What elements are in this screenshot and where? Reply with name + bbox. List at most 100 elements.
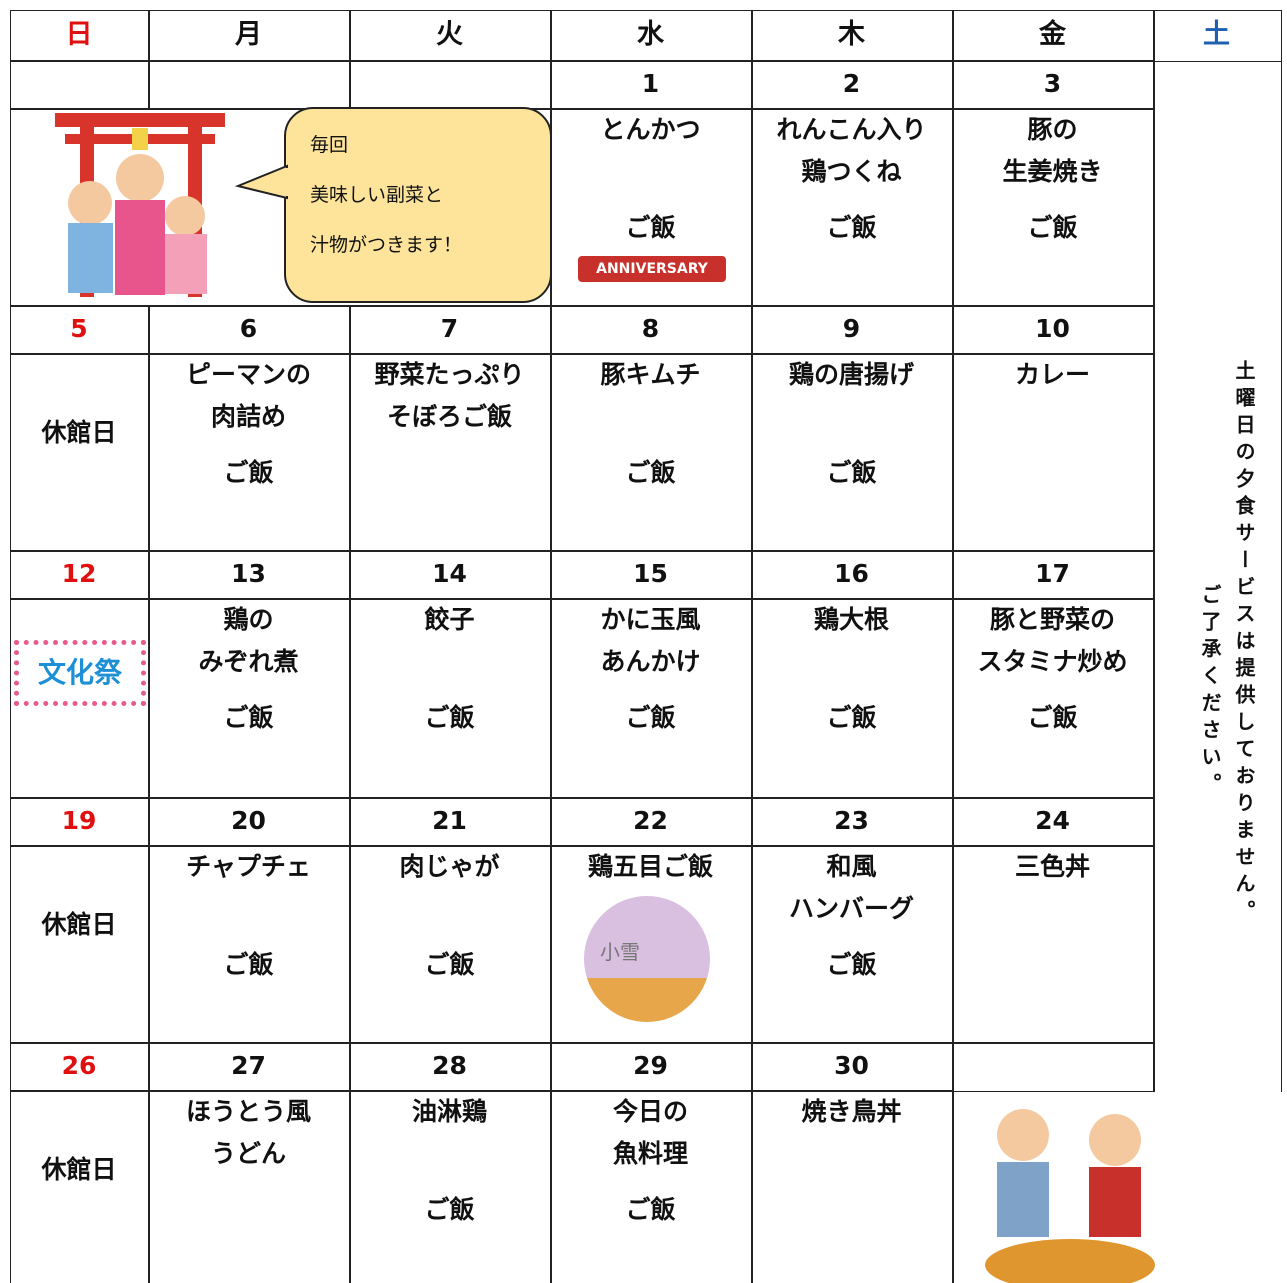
date: 30 xyxy=(834,1051,869,1080)
table-cell xyxy=(952,797,1155,847)
date: 21 xyxy=(432,806,467,835)
dish: うどん xyxy=(210,1139,286,1168)
table-cell xyxy=(349,598,552,799)
table-cell xyxy=(10,550,150,600)
date: 15 xyxy=(633,559,668,588)
table-cell xyxy=(751,1090,954,1283)
table-cell xyxy=(550,305,753,355)
dish: カレー xyxy=(1014,360,1090,389)
table-cell xyxy=(148,550,351,600)
table-cell xyxy=(148,797,351,847)
table-cell xyxy=(349,845,552,1044)
table-cell xyxy=(952,1090,1155,1283)
table-cell xyxy=(10,845,150,1044)
date: 7 xyxy=(440,314,459,343)
table-cell xyxy=(550,797,753,847)
table-cell xyxy=(952,108,1155,307)
dish: 油淋鶏 xyxy=(411,1097,487,1126)
dish: 野菜たっぷり xyxy=(374,360,525,389)
table-cell xyxy=(952,305,1155,355)
dish: かに玉風 xyxy=(600,605,701,634)
date: 17 xyxy=(1035,559,1070,588)
bubble-line: 美味しい副菜と xyxy=(310,184,444,206)
weekday-header: 月 xyxy=(235,19,262,50)
table-cell xyxy=(952,10,1155,62)
table-cell xyxy=(10,598,150,799)
bubble-line: 毎回 xyxy=(310,134,349,156)
date: 22 xyxy=(633,806,668,835)
table-cell xyxy=(349,550,552,600)
rice: ご飯 xyxy=(826,950,877,979)
table-cell xyxy=(751,60,954,110)
dish: 肉じゃが xyxy=(399,852,500,881)
date: 9 xyxy=(842,314,861,343)
table-cell xyxy=(148,10,351,62)
rice: ご飯 xyxy=(826,213,877,242)
rice: ご飯 xyxy=(625,703,676,732)
date: 24 xyxy=(1035,806,1070,835)
dish: みぞれ煮 xyxy=(198,647,299,676)
table-cell xyxy=(952,550,1155,600)
table-cell xyxy=(751,108,954,307)
date: 13 xyxy=(231,559,266,588)
date: 23 xyxy=(834,806,869,835)
table-cell xyxy=(751,1042,954,1092)
table-cell xyxy=(148,60,351,110)
table-cell xyxy=(148,598,351,799)
dish: れんこん入り xyxy=(776,115,927,144)
date: 14 xyxy=(432,559,467,588)
rice: ご飯 xyxy=(223,950,274,979)
dish: ピーマンの xyxy=(185,360,311,389)
table-cell xyxy=(10,797,150,847)
table-cell xyxy=(550,60,753,110)
table-cell xyxy=(550,598,753,799)
bubble-line: 汁物がつきます！ xyxy=(310,234,463,256)
table-cell xyxy=(952,1042,1155,1092)
table-cell xyxy=(349,797,552,847)
table-cell xyxy=(349,1042,552,1092)
dish: 魚料理 xyxy=(612,1139,688,1168)
closed-label: 休館日 xyxy=(41,1155,117,1184)
table-cell xyxy=(10,60,150,110)
rice: ご飯 xyxy=(424,703,475,732)
dish: ほうとう風 xyxy=(185,1097,311,1126)
table-cell xyxy=(148,845,351,1044)
table-cell xyxy=(550,845,753,1044)
rice: ご飯 xyxy=(625,213,676,242)
table-cell xyxy=(10,305,150,355)
dish: 三色丼 xyxy=(1014,852,1090,881)
table-cell xyxy=(952,845,1155,1044)
date: 19 xyxy=(61,806,97,835)
dish: 餃子 xyxy=(424,605,475,634)
autumn-illustration xyxy=(985,1109,1155,1283)
table-cell xyxy=(550,1042,753,1092)
weekday-header: 火 xyxy=(436,19,463,50)
rice: ご飯 xyxy=(826,703,877,732)
festival-sign: 文化祭 xyxy=(14,640,146,706)
weekday-header: 土 xyxy=(1203,19,1230,50)
table-cell xyxy=(751,797,954,847)
table-cell xyxy=(751,10,954,62)
date: 16 xyxy=(834,559,869,588)
table-cell xyxy=(349,10,552,62)
rice: ご飯 xyxy=(1027,213,1078,242)
date: 28 xyxy=(432,1051,467,1080)
closed-label: 休館日 xyxy=(41,910,117,939)
dish: とんかつ xyxy=(600,115,701,144)
date: 29 xyxy=(633,1051,668,1080)
dish: そぼろご飯 xyxy=(386,402,512,431)
weekday-header: 水 xyxy=(637,19,664,50)
table-cell xyxy=(751,845,954,1044)
table-cell xyxy=(751,598,954,799)
table-cell xyxy=(10,10,150,62)
dish: 焼き鳥丼 xyxy=(801,1097,902,1126)
table-cell xyxy=(148,353,351,552)
table-cell xyxy=(952,60,1155,110)
table-cell xyxy=(751,353,954,552)
rice: ご飯 xyxy=(424,1195,475,1224)
table-cell xyxy=(349,60,552,110)
table-cell xyxy=(1153,60,1282,1092)
weekday-header: 木 xyxy=(838,19,865,50)
rice: ご飯 xyxy=(625,1195,676,1224)
table-cell xyxy=(148,1090,351,1283)
